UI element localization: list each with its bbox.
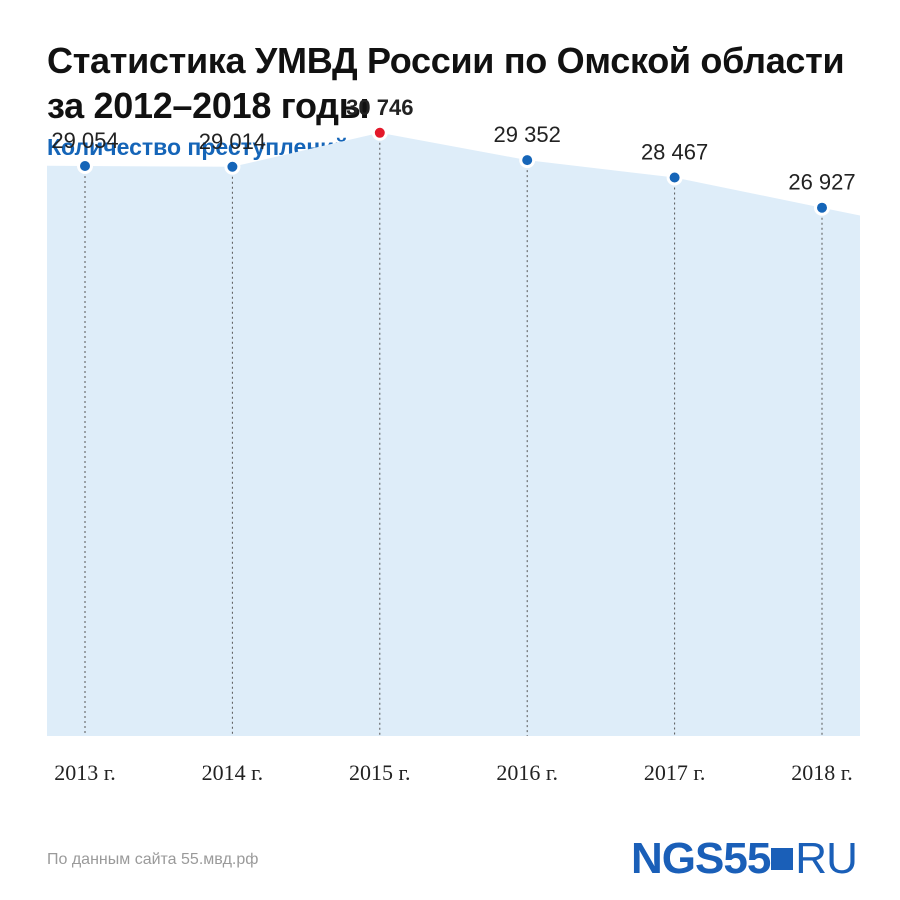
data-label: 29 352 (494, 122, 561, 147)
area-fill (47, 132, 860, 737)
data-point (519, 152, 536, 169)
data-label: 28 467 (641, 140, 708, 165)
data-label: 29 054 (51, 128, 118, 153)
data-point (666, 169, 683, 186)
x-tick-label: 2018 г. (791, 760, 853, 785)
logo-main: NGS55 (631, 834, 771, 883)
x-tick-label: 2015 г. (349, 760, 411, 785)
x-tick-label: 2016 г. (496, 760, 558, 785)
logo-square-icon (771, 848, 794, 870)
page-title: Статистика УМВД России по Омской области… (47, 40, 845, 126)
data-point (371, 124, 388, 141)
source-note: По данным сайта 55.мвд.рф (47, 851, 259, 868)
data-label: 29 014 (199, 129, 266, 154)
data-label: 30 746 (346, 95, 413, 120)
x-tick-label: 2013 г. (54, 760, 116, 785)
data-point (224, 158, 241, 175)
x-tick-label: 2014 г. (202, 760, 264, 785)
x-tick-label: 2017 г. (644, 760, 706, 785)
ngs55-logo: NGS55 RU (631, 834, 858, 884)
data-point (814, 199, 830, 216)
data-label: 26 927 (788, 170, 855, 195)
area-chart: 29 054 2013 г. 29 014 2014 г. 30 746 2015 г. 2… (47, 95, 860, 785)
logo-suffix: RU (795, 834, 858, 883)
data-point (77, 157, 93, 174)
